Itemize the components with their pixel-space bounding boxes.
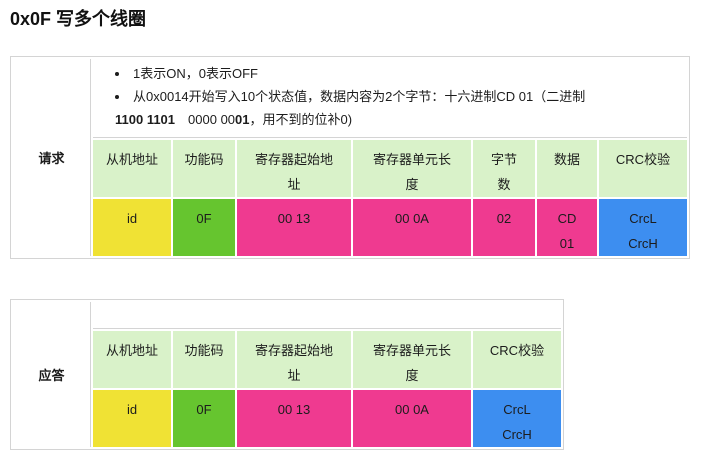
note-segment: 1100 1101 — [115, 112, 176, 127]
response-header-cell-4: CRC校验 — [473, 331, 561, 388]
request-header-cell-4: 字节数 — [473, 140, 535, 197]
request-notes-list: 1表示ON，0表示OFF 从0x0014开始写入10个状态值，数据内容为2个字节：… — [115, 62, 677, 131]
response-row-label: 应答 — [13, 302, 91, 447]
request-value-cell-0: id — [93, 199, 171, 256]
request-table: 请求 1表示ON，0表示OFF 从0x0014开始写入10个状态值，数据内容为2个… — [10, 56, 690, 259]
request-value-row: id 0F 00 13 00 0A 02 CD 01 CrcL CrcH — [13, 199, 687, 256]
response-value-cell-4: CrcL CrcH — [473, 390, 561, 447]
page-title: 0x0F 写多个线圈 — [10, 9, 147, 29]
note-segment: 0000 00 — [175, 112, 236, 127]
response-header-cell-3: 寄存器单元长度 — [353, 331, 471, 388]
response-value-row: id 0F 00 13 00 0A CrcL CrcH — [13, 390, 561, 447]
request-notes-cell: 1表示ON，0表示OFF 从0x0014开始写入10个状态值，数据内容为2个字节：… — [93, 59, 687, 138]
response-notes-row: 应答 — [13, 302, 561, 447]
note-segment: 01 — [235, 112, 250, 127]
response-header-cell-1: 功能码 — [173, 331, 235, 388]
request-header-cell-2: 寄存器起始地址 — [237, 140, 351, 197]
response-value-cell-2: 00 13 — [237, 390, 351, 447]
request-value-cell-6: CrcL CrcH — [599, 199, 687, 256]
document-root: 0x0F 写多个线圈 请求 1表示ON，0表示OFF 从0x0014开始写入10个… — [0, 9, 704, 450]
request-value-cell-2: 00 13 — [237, 199, 351, 256]
request-header-row: 从机地址 功能码 寄存器起始地址寄存器单元长度字节数数据 CRC校验 — [13, 140, 687, 197]
request-value-cell-4: 02 — [473, 199, 535, 256]
response-notes-cell — [93, 302, 561, 329]
request-header-cell-5: 数据 — [537, 140, 597, 197]
response-value-cell-0: id — [93, 390, 171, 447]
request-value-cell-5: CD 01 — [537, 199, 597, 256]
note-segment: 1表示ON，0表示OFF — [133, 66, 258, 81]
response-table: 应答 从机地址 功能码 寄存器起始地址寄存器单元长度 CRC校验 id 0F 00 13 0… — [10, 299, 564, 450]
response-header-row: 从机地址 功能码 寄存器起始地址寄存器单元长度 CRC校验 — [13, 331, 561, 388]
request-header-cell-6: CRC校验 — [599, 140, 687, 197]
request-header-cell-0: 从机地址 — [93, 140, 171, 197]
request-value-cell-1: 0F — [173, 199, 235, 256]
note-segment: ，用不到的位补0) — [249, 112, 353, 127]
request-notes-row: 请求 1表示ON，0表示OFF 从0x0014开始写入10个状态值，数据内容为2个… — [13, 59, 687, 256]
request-header-cell-1: 功能码 — [173, 140, 235, 197]
request-value-cell-3: 00 0A — [353, 199, 471, 256]
response-header-cell-0: 从机地址 — [93, 331, 171, 388]
request-row-label: 请求 — [13, 59, 91, 256]
response-header-cell-2: 寄存器起始地址 — [237, 331, 351, 388]
note-item: 从0x0014开始写入10个状态值，数据内容为2个字节：十六进制CD 01（二进… — [115, 85, 677, 131]
note-item: 1表示ON，0表示OFF — [115, 62, 677, 85]
request-header-cell-3: 寄存器单元长度 — [353, 140, 471, 197]
response-value-cell-1: 0F — [173, 390, 235, 447]
note-segment: 从0x0014开始写入10个状态值，数据内容为2个字节：十六进制CD 01（二进… — [133, 89, 586, 104]
response-value-cell-3: 00 0A — [353, 390, 471, 447]
